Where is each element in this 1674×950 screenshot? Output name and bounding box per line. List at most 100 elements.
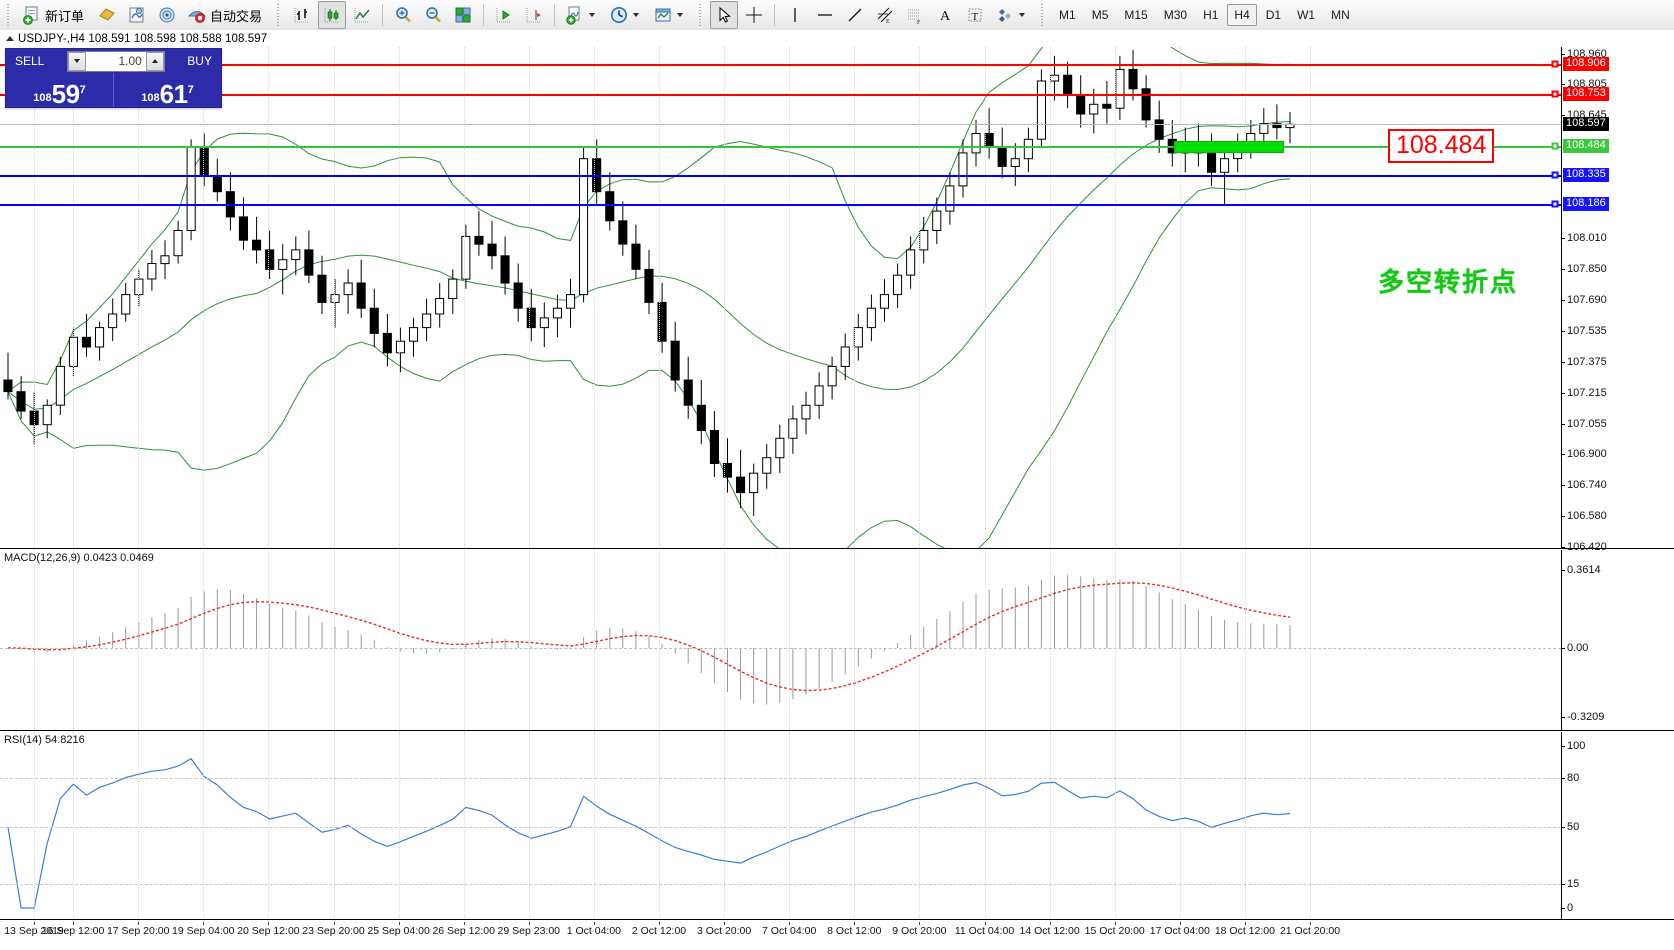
templates-dropdown-caret[interactable]	[677, 13, 684, 17]
chinese-annotation-text[interactable]: 多空转折点	[1378, 267, 1519, 297]
price-line-handle[interactable]	[1551, 142, 1559, 150]
candlestick	[1010, 143, 1020, 186]
candlestick	[225, 172, 235, 231]
toolbar-grip-3[interactable]	[697, 4, 705, 26]
price-line-handle[interactable]	[1551, 171, 1559, 179]
sell-price-quote[interactable]: 108 59 7	[6, 73, 114, 107]
candlestick	[461, 224, 471, 289]
volume-decrement-button[interactable]	[67, 51, 86, 71]
objects-button[interactable]	[991, 1, 1033, 29]
timeframe-h4-button[interactable]: H4	[1227, 4, 1257, 26]
crosshair-button[interactable]	[740, 1, 768, 29]
price-line-108.597[interactable]	[0, 124, 1561, 126]
time-tick-label: 23 Sep 20:00	[302, 925, 365, 937]
toolbar-grip[interactable]	[5, 4, 12, 26]
candlestick	[683, 356, 693, 419]
vertical-gridline	[1179, 732, 1181, 920]
period-button[interactable]	[605, 1, 647, 29]
rsi-pane[interactable]: RSI(14) 54.8216 100 80 50 15 0	[0, 732, 1674, 920]
timeframe-mn-button[interactable]: MN	[1331, 8, 1350, 22]
vertical-gridline	[333, 732, 335, 920]
timeframe-d1-button[interactable]: D1	[1265, 8, 1282, 22]
price-plot[interactable]: 108.484 多空转折点	[0, 47, 1674, 549]
navigator-button[interactable]	[153, 1, 181, 29]
price-line-handle[interactable]	[1551, 200, 1559, 208]
macd-plot[interactable]	[0, 550, 1674, 731]
chart-area[interactable]: 108.484 多空转折点 108.906 108.753 108.597 108.48…	[0, 47, 1674, 950]
text-button[interactable]: A	[931, 1, 959, 29]
sell-button[interactable]: SELL	[15, 54, 45, 68]
equidistant-channel-button[interactable]: E	[871, 1, 899, 29]
price-label-108.186: 108.186	[1563, 197, 1609, 212]
buy-button[interactable]: BUY	[187, 54, 212, 68]
fibonacci-button[interactable]: F	[901, 1, 929, 29]
indicators-dropdown-caret[interactable]	[589, 13, 596, 17]
chart-shift-button[interactable]	[520, 1, 548, 29]
text-label-button[interactable]: T	[961, 1, 989, 29]
objects-dropdown-caret[interactable]	[1019, 13, 1026, 17]
volume-increment-button[interactable]	[145, 51, 164, 71]
trendline-button[interactable]	[841, 1, 869, 29]
vline-button[interactable]	[781, 1, 809, 29]
timeframe-m1-button[interactable]: M1	[1059, 8, 1076, 22]
volume-stepper[interactable]: 1.00	[66, 50, 165, 72]
candlestick	[1089, 88, 1099, 134]
cursor-button[interactable]	[710, 1, 739, 29]
candle-chart-button[interactable]	[318, 1, 347, 29]
price-line-handle[interactable]	[1551, 90, 1559, 98]
autotrade-button[interactable]: 自动交易	[183, 1, 269, 29]
price-line-108.484[interactable]	[0, 146, 1561, 149]
macd-zero-line	[0, 647, 1561, 649]
price-pane[interactable]: 108.484 多空转折点 108.906 108.753 108.597 108.48…	[0, 47, 1674, 553]
terminal-button[interactable]	[93, 1, 121, 29]
timeframe-m5-button[interactable]: M5	[1091, 8, 1109, 22]
candlestick	[186, 139, 196, 241]
toolbar-grip-4[interactable]	[1039, 4, 1047, 26]
bar-chart-button[interactable]	[288, 1, 316, 29]
zoom-out-button[interactable]	[419, 1, 447, 29]
price-line-108.753[interactable]	[0, 94, 1561, 97]
scroll-end-button[interactable]	[490, 1, 518, 29]
timeframe-h1-button[interactable]: H1	[1203, 8, 1219, 22]
timeframe-w1-button[interactable]: W1	[1297, 8, 1316, 22]
rsi-plot[interactable]	[0, 732, 1674, 920]
candlestick	[945, 172, 955, 225]
vertical-gridline	[1310, 47, 1311, 549]
pivot-zone-marker[interactable]	[1174, 141, 1284, 154]
price-line-108.335[interactable]	[0, 175, 1561, 178]
hline-button[interactable]	[811, 1, 839, 29]
templates-button[interactable]	[649, 1, 691, 29]
vertical-gridline	[1244, 47, 1246, 549]
candlestick	[291, 236, 301, 276]
tile-windows-button[interactable]	[449, 1, 477, 29]
period-dropdown-caret[interactable]	[633, 13, 640, 17]
collapse-triangle-icon[interactable]	[6, 36, 14, 41]
candlestick	[827, 356, 837, 400]
time-axis[interactable]: 13 Sep 2019 16 Sep 12:00 17 Sep 20:00 19 Se…	[0, 922, 1561, 940]
time-tick-label: 25 Sep 04:00	[367, 925, 430, 937]
one-click-trading-panel[interactable]: SELL 1.00 BUY 108 59 7 108 61 7	[5, 48, 222, 108]
toolbar-grip-2[interactable]	[275, 4, 283, 26]
line-chart-button[interactable]	[348, 1, 376, 29]
buy-price-quote[interactable]: 108 61 7	[114, 73, 221, 107]
price-line-108.186[interactable]	[0, 204, 1561, 207]
pivot-callout-box[interactable]: 108.484	[1388, 129, 1495, 164]
price-line-handle[interactable]	[1551, 60, 1559, 68]
time-tick	[268, 922, 270, 925]
price-axis[interactable]: 108.906 108.753 108.597 108.484 108.335 108.1…	[1561, 47, 1674, 553]
new-order-label: 新订单	[45, 8, 85, 24]
new-order-button[interactable]: 新订单	[18, 1, 91, 29]
rsi-tick-label: 80	[1567, 772, 1580, 785]
price-tick-label: 106.900	[1567, 447, 1607, 460]
timeframe-m15-button[interactable]: M15	[1124, 8, 1148, 22]
vline-icon	[785, 5, 805, 25]
price-line-108.906[interactable]	[0, 64, 1561, 67]
indicators-button[interactable]	[561, 1, 603, 29]
data-window-button[interactable]	[123, 1, 151, 29]
price-label-108.906: 108.906	[1563, 57, 1609, 72]
volume-input[interactable]: 1.00	[85, 54, 146, 68]
macd-pane[interactable]: MACD(12,26,9) 0.0423 0.0469 0.3614 0.00 -0…	[0, 550, 1674, 731]
vertical-gridline	[1244, 732, 1246, 920]
timeframe-m30-button[interactable]: M30	[1163, 8, 1188, 22]
zoom-in-button[interactable]	[389, 1, 417, 29]
